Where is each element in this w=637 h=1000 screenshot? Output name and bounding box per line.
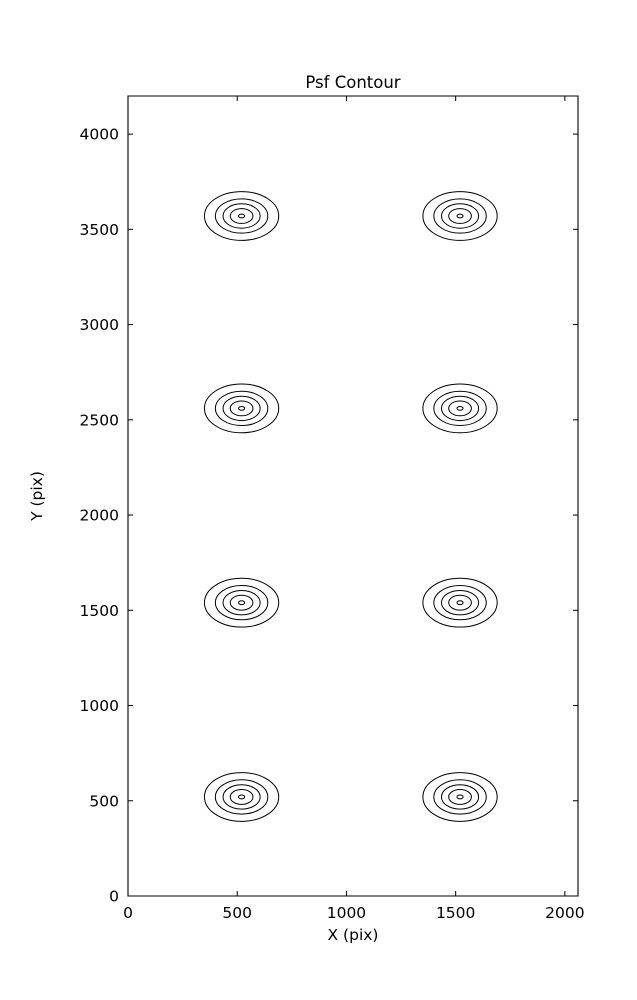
contour-level-1 [422, 191, 498, 241]
contour-level-4 [229, 789, 254, 805]
y-tick-label: 4000 [80, 126, 119, 144]
x-tick-label: 1500 [436, 904, 475, 922]
page-title: Psf Contour [305, 73, 400, 92]
contour-level-4 [448, 208, 472, 224]
contour-level-4 [448, 789, 472, 805]
y-tick-label: 3500 [80, 221, 119, 239]
y-axis-label: Y (pix) [28, 471, 46, 522]
contour-level-4 [448, 594, 472, 611]
contour-level-2 [214, 585, 269, 621]
contour-level-5 [238, 405, 246, 411]
contour-level-4 [448, 400, 472, 417]
x-axis-label: X (pix) [328, 926, 379, 944]
axes-frame [127, 95, 579, 897]
y-tick-label: 500 [89, 792, 119, 810]
x-tick-label: 1000 [327, 904, 366, 922]
contour-level-1 [422, 383, 498, 434]
contour-level-1 [203, 191, 280, 241]
y-tick-label: 2000 [80, 507, 119, 525]
contour-level-3 [222, 395, 261, 422]
contour-level-1 [203, 383, 280, 434]
psf-contour-psf-r4-c2 [422, 191, 498, 241]
psf-contour-psf-r3-c2 [422, 383, 498, 434]
x-tick-label: 2000 [545, 904, 584, 922]
contour-level-5 [238, 213, 246, 219]
y-tick-label: 1500 [80, 602, 119, 620]
contour-level-3 [440, 784, 480, 810]
y-tick-label: 1000 [80, 697, 119, 715]
x-tick-label: 0 [123, 904, 133, 922]
contour-level-2 [214, 390, 269, 427]
contour-level-3 [440, 395, 480, 422]
contour-level-2 [433, 585, 487, 621]
contour-level-2 [214, 198, 269, 234]
contour-level-2 [433, 198, 487, 234]
contour-level-5 [456, 405, 464, 411]
contour-level-3 [222, 589, 261, 616]
contour-level-2 [214, 779, 269, 815]
contour-level-2 [433, 390, 487, 427]
contour-level-3 [440, 203, 480, 229]
contour-level-3 [440, 589, 480, 616]
psf-contour-psf-r1-c1 [203, 772, 280, 822]
y-tick-label: 0 [109, 888, 119, 906]
contour-level-2 [433, 779, 487, 815]
contour-level-3 [222, 203, 261, 229]
contour-level-1 [422, 577, 498, 628]
contour-level-1 [203, 772, 280, 822]
psf-contour-psf-r2-c2 [422, 577, 498, 628]
contour-level-5 [238, 794, 246, 800]
psf-contour-psf-r3-c1 [203, 383, 280, 434]
tick-labels: 0 500 1000 1500 2000 0 500 1000 1500 2000 2500 3000… [80, 126, 585, 922]
contour-level-5 [456, 213, 464, 219]
contour-level-3 [222, 784, 261, 810]
contour-level-1 [203, 577, 280, 628]
axes-frame-rect [127, 95, 579, 897]
x-tick-label: 500 [222, 904, 252, 922]
contour-level-4 [229, 208, 254, 224]
contour-level-5 [456, 600, 464, 606]
tick-marks [127, 96, 578, 897]
psf-contour-psf-r4-c1 [203, 191, 280, 241]
contour-level-4 [229, 594, 254, 611]
contour-level-5 [456, 794, 464, 800]
psf-contour-psf-r2-c1 [203, 577, 280, 628]
y-tick-label: 2500 [80, 411, 119, 429]
contour-level-1 [422, 772, 498, 822]
contour-level-4 [229, 400, 254, 417]
contour-groups [203, 191, 498, 822]
psf-contour-psf-r1-c2 [422, 772, 498, 822]
contour-level-5 [238, 600, 246, 606]
y-tick-label: 3000 [80, 316, 119, 334]
